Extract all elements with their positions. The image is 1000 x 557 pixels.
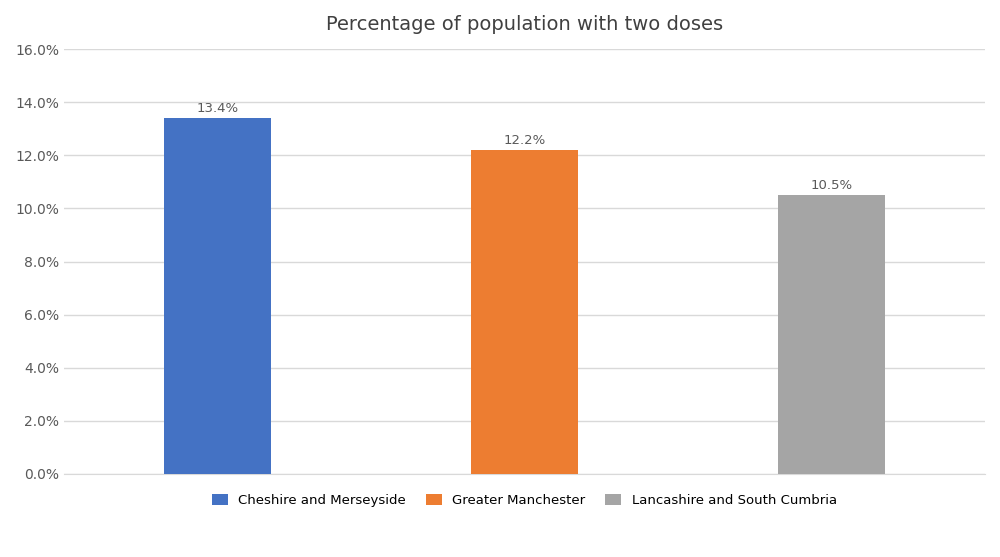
Legend: Cheshire and Merseyside, Greater Manchester, Lancashire and South Cumbria: Cheshire and Merseyside, Greater Manches…: [205, 487, 843, 514]
Text: 12.2%: 12.2%: [503, 134, 546, 147]
Title: Percentage of population with two doses: Percentage of population with two doses: [326, 15, 723, 34]
Bar: [471, 150, 578, 473]
Text: 10.5%: 10.5%: [810, 179, 853, 192]
Text: 13.4%: 13.4%: [196, 102, 238, 115]
Bar: [164, 119, 271, 473]
Bar: [778, 196, 885, 473]
